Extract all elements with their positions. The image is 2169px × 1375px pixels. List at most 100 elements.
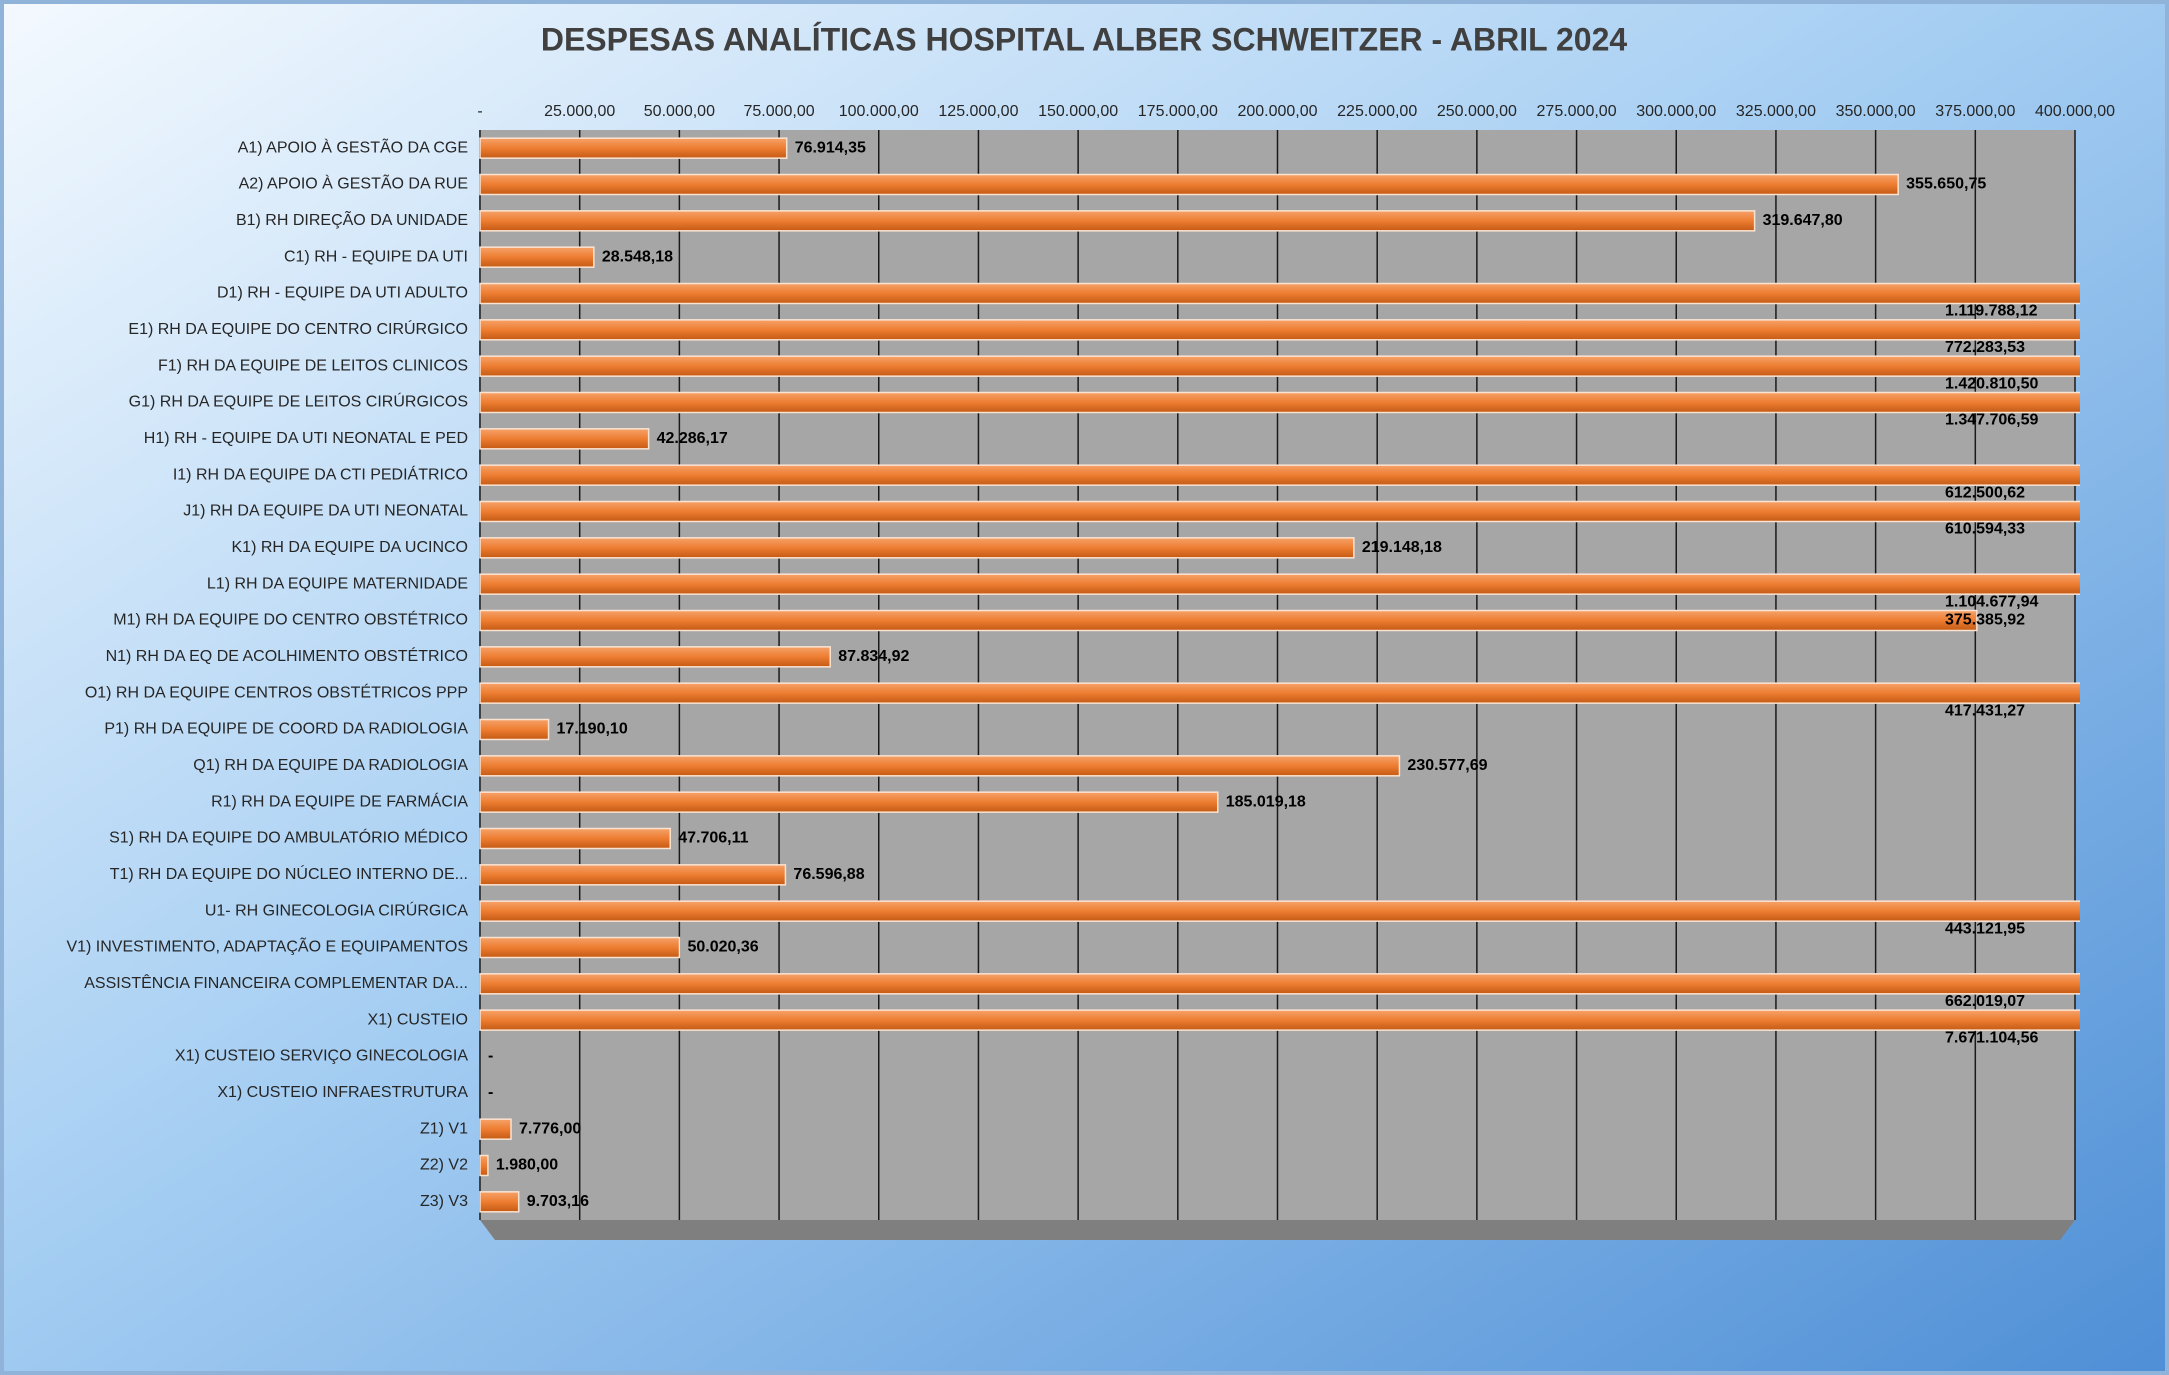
y-tick-label: V1) INVESTIMENTO, ADAPTAÇÃO E EQUIPAMENT… xyxy=(66,936,468,956)
x-tick-label: 125.000,00 xyxy=(938,103,1018,120)
y-tick-label: O1) RH DA EQUIPE CENTROS OBSTÉTRICOS PPP xyxy=(85,682,468,701)
bar xyxy=(479,718,550,741)
data-label: 76.914,35 xyxy=(795,139,866,156)
y-tick-label: Q1) RH DA EQUIPE DA RADIOLOGIA xyxy=(193,757,468,774)
y-tick-label: ASSISTÊNCIA FINANCEIRA COMPLEMENTAR DA..… xyxy=(84,973,468,992)
data-label: 319.647,80 xyxy=(1763,212,1843,229)
data-label: 1.347.706,59 xyxy=(1945,412,2039,429)
bar xyxy=(479,391,2080,414)
bar xyxy=(479,173,1899,196)
data-label: 28.548,18 xyxy=(602,248,673,265)
data-label: 87.834,92 xyxy=(838,648,909,665)
y-tick-label: H1) RH - EQUIPE DA UTI NEONATAL E PED xyxy=(144,430,468,447)
data-label: 230.577,69 xyxy=(1407,757,1487,774)
x-tick-label: 75.000,00 xyxy=(743,103,814,120)
data-label: 772.283,53 xyxy=(1945,339,2025,356)
y-tick-label: M1) RH DA EQUIPE DO CENTRO OBSTÉTRICO xyxy=(113,610,468,629)
data-label: 42.286,17 xyxy=(657,430,728,447)
y-tick-label: T1) RH DA EQUIPE DO NÚCLEO INTERNO DE... xyxy=(110,864,468,883)
x-tick-label: 50.000,00 xyxy=(644,103,715,120)
y-tick-label: Z2) V2 xyxy=(420,1157,468,1174)
bar xyxy=(479,936,681,959)
bar xyxy=(479,537,1355,559)
y-tick-label: X1) CUSTEIO INFRAESTRUTURA xyxy=(217,1084,468,1101)
y-tick-label: N1) RH DA EQ DE ACOLHIMENTO OBSTÉTRICO xyxy=(106,646,468,665)
bar xyxy=(479,827,671,850)
data-label: 76.596,88 xyxy=(793,866,864,883)
y-tick-label: Z3) V3 xyxy=(420,1193,468,1210)
data-label: 375.385,92 xyxy=(1945,612,2025,629)
bar xyxy=(479,646,831,668)
bar xyxy=(479,973,2080,995)
bar xyxy=(479,1009,2080,1031)
y-tick-label: J1) RH DA EQUIPE DA UTI NEONATAL xyxy=(183,503,468,520)
data-label: 612.500,62 xyxy=(1945,484,2025,501)
data-label: 1.420.810,50 xyxy=(1945,375,2039,392)
y-tick-label: D1) RH - EQUIPE DA UTI ADULTO xyxy=(217,285,468,302)
y-tick-label: A1) APOIO À GESTÃO DA CGE xyxy=(238,136,468,156)
data-label: - xyxy=(488,1048,493,1065)
data-label: 185.019,18 xyxy=(1226,793,1306,810)
data-label: 1.980,00 xyxy=(496,1157,558,1174)
y-tick-label: G1) RH DA EQUIPE DE LEITOS CIRÚRGICOS xyxy=(129,392,468,411)
bar xyxy=(479,246,595,268)
bar xyxy=(479,137,788,159)
y-tick-label: Z1) V1 xyxy=(420,1120,468,1137)
bar xyxy=(479,319,2080,341)
data-label: 47.706,11 xyxy=(678,830,748,847)
bar xyxy=(479,573,2080,595)
x-tick-label: 325.000,00 xyxy=(1736,103,1816,120)
bar xyxy=(479,428,650,450)
y-tick-label: P1) RH DA EQUIPE DE COORD DA RADIOLOGIA xyxy=(104,721,468,738)
y-tick-label: S1) RH DA EQUIPE DO AMBULATÓRIO MÉDICO xyxy=(109,828,468,847)
x-tick-label: - xyxy=(477,103,482,120)
data-label: 443.121,95 xyxy=(1945,920,2025,937)
bar xyxy=(479,500,2080,523)
data-label: - xyxy=(488,1084,493,1101)
data-label: 417.431,27 xyxy=(1945,702,2025,719)
data-label: 662.019,07 xyxy=(1945,993,2025,1010)
bar xyxy=(479,464,2080,486)
x-tick-label: 300.000,00 xyxy=(1636,103,1716,120)
bar xyxy=(479,791,1219,813)
chart-title: DESPESAS ANALÍTICAS HOSPITAL ALBER SCHWE… xyxy=(541,21,1628,57)
data-label: 1.104.677,94 xyxy=(1945,593,2039,610)
x-tick-label: 225.000,00 xyxy=(1337,103,1417,120)
x-tick-label: 275.000,00 xyxy=(1537,103,1617,120)
data-label: 7.671.104,56 xyxy=(1945,1029,2039,1046)
x-tick-label: 100.000,00 xyxy=(839,103,919,120)
x-tick-label: 200.000,00 xyxy=(1237,103,1317,120)
x-tick-label: 25.000,00 xyxy=(544,103,615,120)
y-tick-label: I1) RH DA EQUIPE DA CTI PEDIÁTRICO xyxy=(173,464,468,483)
y-tick-label: L1) RH DA EQUIPE MATERNIDADE xyxy=(207,575,468,592)
bar xyxy=(479,755,1401,777)
y-tick-label: C1) RH - EQUIPE DA UTI xyxy=(284,248,468,265)
bar xyxy=(479,900,2080,922)
data-label: 610.594,33 xyxy=(1945,521,2025,538)
bar xyxy=(479,609,1978,632)
plot-floor xyxy=(480,1220,2075,1240)
bar xyxy=(479,355,2080,377)
y-tick-label: B1) RH DIREÇÃO DA UNIDADE xyxy=(236,209,468,229)
bar xyxy=(479,210,1756,232)
bar xyxy=(479,682,2080,704)
data-label: 355.650,75 xyxy=(1906,176,1986,193)
x-tick-label: 150.000,00 xyxy=(1038,103,1118,120)
x-tick-label: 250.000,00 xyxy=(1437,103,1517,120)
data-label: 7.776,00 xyxy=(519,1120,581,1137)
data-label: 17.190,10 xyxy=(557,721,628,738)
x-tick-label: 375.000,00 xyxy=(1935,103,2015,120)
x-tick-label: 175.000,00 xyxy=(1138,103,1218,120)
bar xyxy=(479,1154,489,1177)
y-tick-label: K1) RH DA EQUIPE DA UCINCO xyxy=(232,539,469,556)
y-tick-label: R1) RH DA EQUIPE DE FARMÁCIA xyxy=(211,791,468,810)
data-label: 1.119.788,12 xyxy=(1945,303,2038,320)
data-label: 9.703,16 xyxy=(527,1193,589,1210)
x-tick-label: 400.000,00 xyxy=(2035,103,2115,120)
data-label: 219.148,18 xyxy=(1362,539,1442,556)
data-label: 50.020,36 xyxy=(687,939,758,956)
y-tick-label: X1) CUSTEIO xyxy=(368,1011,468,1028)
y-tick-label: F1) RH DA EQUIPE DE LEITOS CLINICOS xyxy=(158,357,468,374)
bar xyxy=(479,1118,512,1140)
